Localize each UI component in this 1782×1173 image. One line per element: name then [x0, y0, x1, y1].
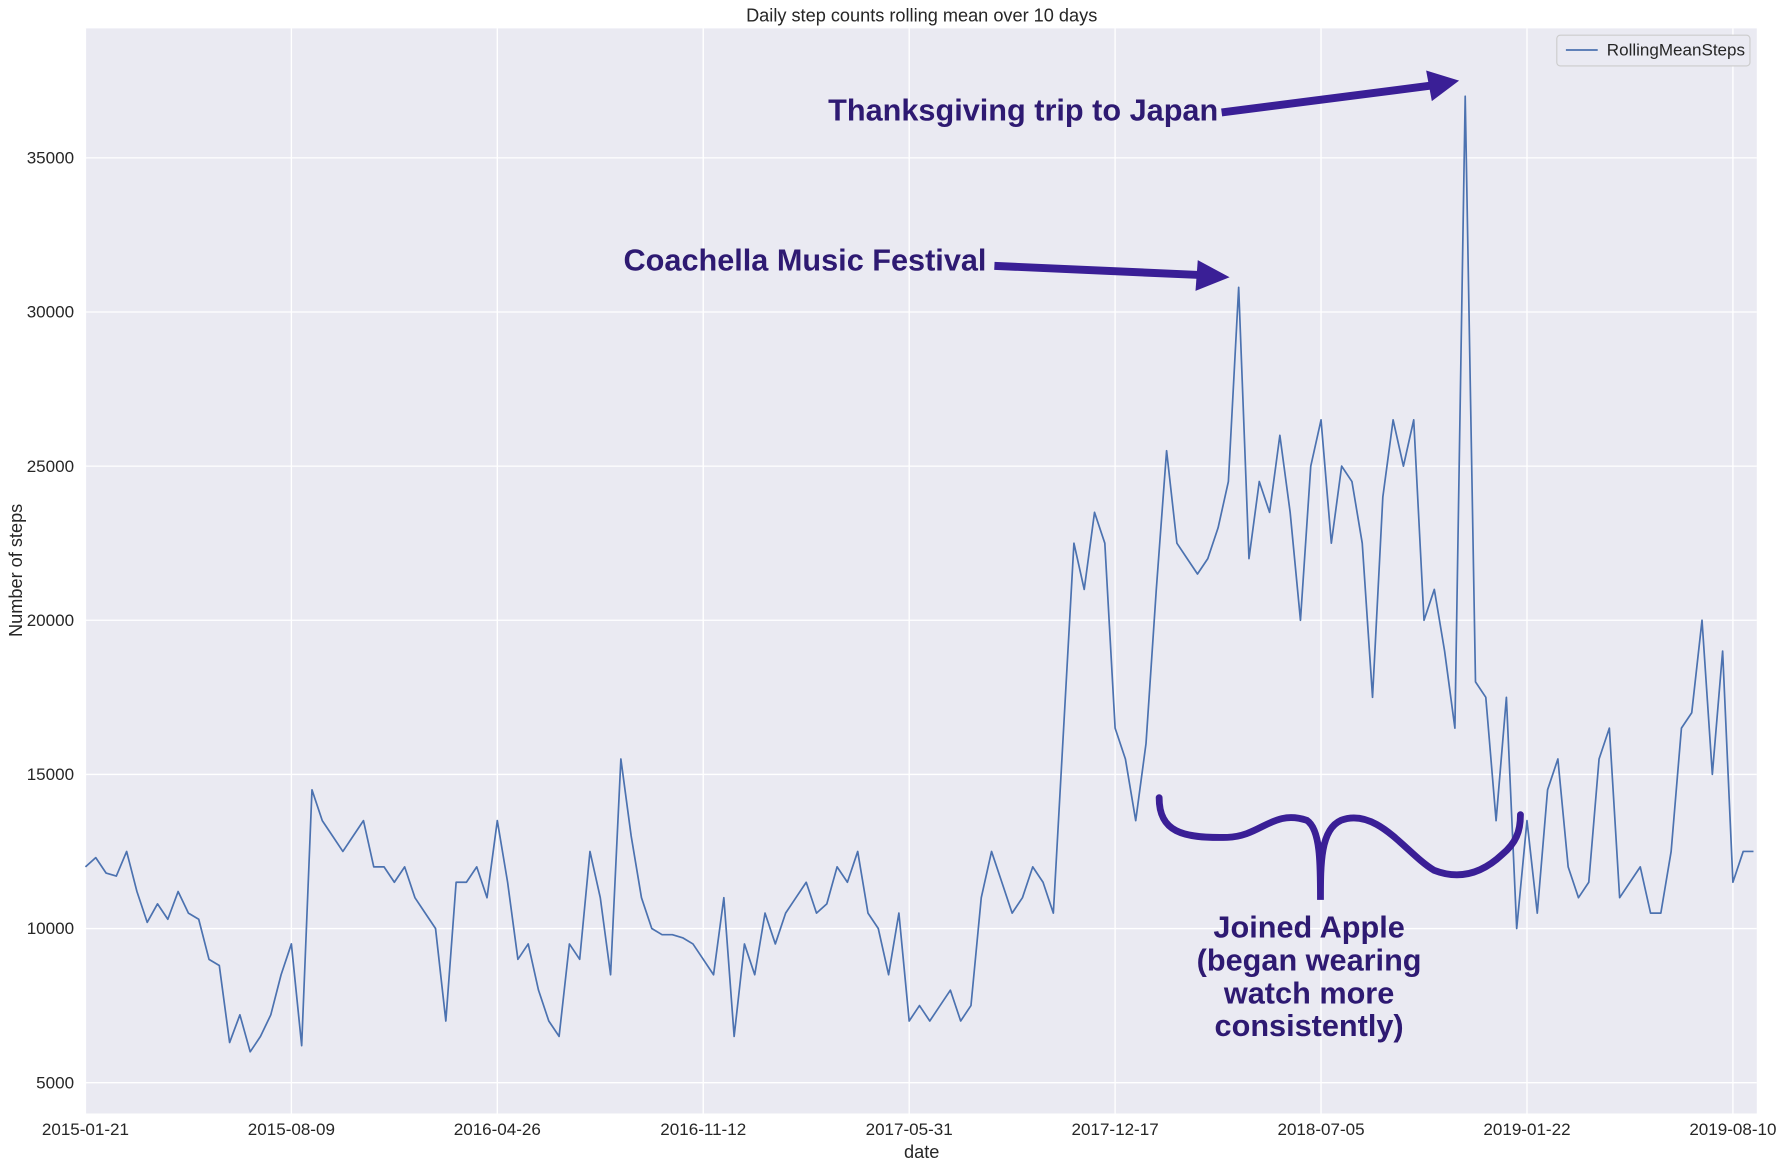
y-tick-label: 5000	[36, 1073, 74, 1092]
x-tick-label: 2016-04-26	[454, 1120, 541, 1139]
legend: RollingMeanSteps	[1556, 34, 1751, 67]
x-tick-label: 2017-05-31	[866, 1120, 953, 1139]
arrow-shaft	[994, 261, 1200, 279]
annotation-line: consistently)	[1215, 1009, 1404, 1043]
x-tick-label: 2017-12-17	[1072, 1120, 1159, 1139]
chart-title: Daily step counts rolling mean over 10 d…	[746, 6, 1097, 26]
annotation: Thanksgiving trip to Japan	[828, 93, 1218, 127]
data-line	[84, 95, 1754, 1053]
annotation-line: watch more	[1223, 976, 1394, 1010]
y-tick-label: 20000	[27, 611, 74, 630]
x-tick-label: 2016-11-12	[660, 1120, 746, 1139]
x-tick-label: 2015-01-21	[42, 1120, 129, 1139]
y-tick-label: 10000	[27, 919, 74, 938]
y-tick-label: 35000	[27, 149, 74, 168]
legend-box	[1556, 34, 1751, 67]
x-tick-label: 2019-08-10	[1689, 1120, 1776, 1139]
y-tick-label: 25000	[27, 457, 74, 476]
annotation-line: (began wearing	[1197, 943, 1422, 977]
x-tick-label: 2018-07-05	[1277, 1120, 1364, 1139]
arrow-head	[1426, 70, 1460, 102]
x-tick-label: 2019-01-22	[1483, 1120, 1570, 1139]
x-tick-label: 2015-08-09	[248, 1120, 335, 1139]
grid	[84, 28, 1757, 1114]
y-tick-label: 15000	[27, 765, 74, 784]
arrow-shaft	[1221, 81, 1435, 117]
legend-label: RollingMeanSteps	[1607, 41, 1745, 60]
annotation: Coachella Music Festival	[624, 243, 987, 277]
plot-area	[85, 28, 1757, 1114]
marks	[84, 95, 1754, 1053]
x-axis-label: date	[904, 1142, 939, 1162]
annotation-line: Joined Apple	[1213, 910, 1404, 944]
arrow-head	[1195, 260, 1230, 291]
y-axis-label: Number of steps	[6, 504, 26, 637]
y-tick-label: 30000	[27, 303, 74, 322]
brace	[1155, 794, 1524, 900]
